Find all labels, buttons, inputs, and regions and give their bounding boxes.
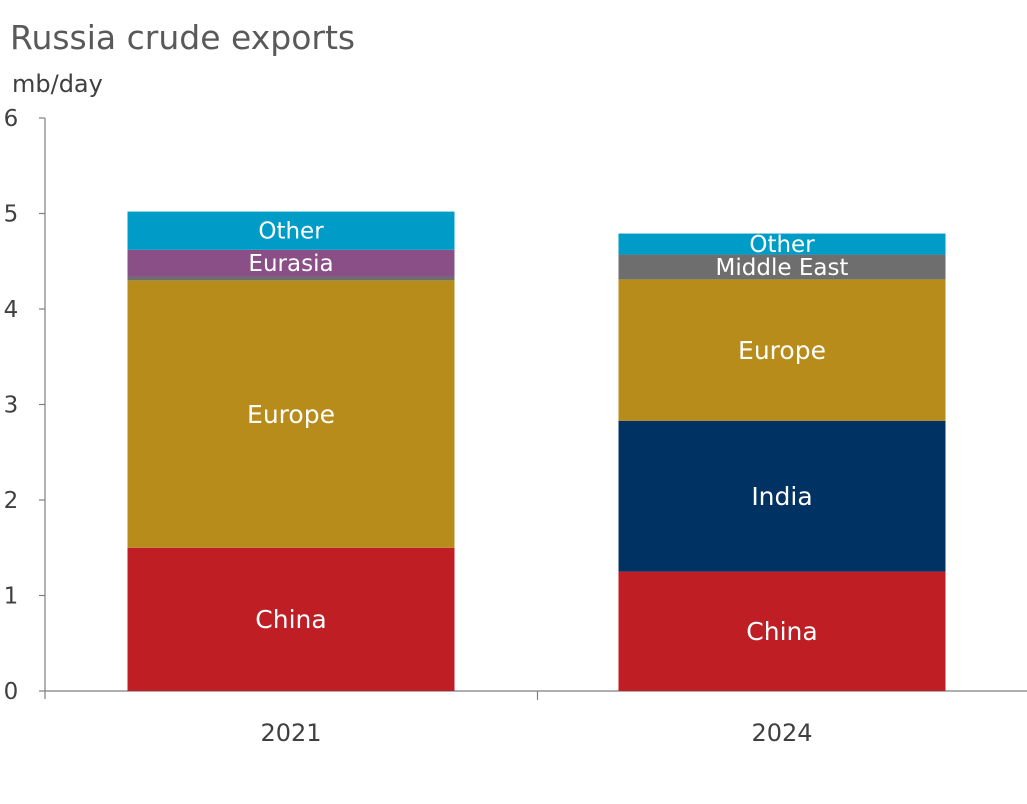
y-tick-label: 5 — [4, 202, 19, 228]
bar-segment-china — [618, 571, 946, 691]
segment-label: Middle East — [716, 255, 849, 281]
bar-segment-europe — [618, 279, 946, 421]
bar-segment-middle-east — [618, 254, 946, 280]
bar-segment-india — [618, 420, 946, 572]
y-tick-label: 6 — [4, 106, 19, 132]
y-tick-label: 0 — [4, 679, 19, 705]
bar-segment-other — [127, 211, 455, 250]
bar-stack-2021: China Europe Eurasia Other — [127, 211, 455, 691]
bar-segment-other — [618, 233, 946, 255]
segment-label: Eurasia — [248, 251, 333, 277]
bar-segment-china — [127, 547, 455, 691]
chart-title: Russia crude exports — [10, 18, 356, 57]
segment-label: India — [751, 482, 812, 511]
x-category-label: 2021 — [260, 719, 321, 747]
y-tick-label: 1 — [4, 584, 19, 610]
bar-segment-eurasia — [127, 249, 455, 277]
segment-label: Europe — [738, 336, 826, 365]
segment-label: Other — [258, 219, 324, 245]
segment-label: China — [746, 617, 817, 646]
bar-segment-unlabeled — [127, 276, 455, 281]
x-category-label: 2024 — [751, 719, 812, 747]
y-tick-label: 2 — [4, 488, 19, 514]
segment-label: Other — [749, 232, 815, 258]
bars: China Europe Eurasia Other China India Europe M… — [127, 211, 946, 691]
y-axis-unit-label: mb/day — [12, 70, 103, 98]
bar-segment-europe — [127, 280, 455, 548]
y-tick-label: 4 — [4, 297, 19, 323]
segment-label: China — [255, 605, 326, 634]
segment-label: Europe — [247, 400, 335, 429]
y-tick-label: 3 — [4, 393, 19, 419]
axes: 0 1 2 3 4 5 6 2021 2024 — [4, 106, 1027, 747]
